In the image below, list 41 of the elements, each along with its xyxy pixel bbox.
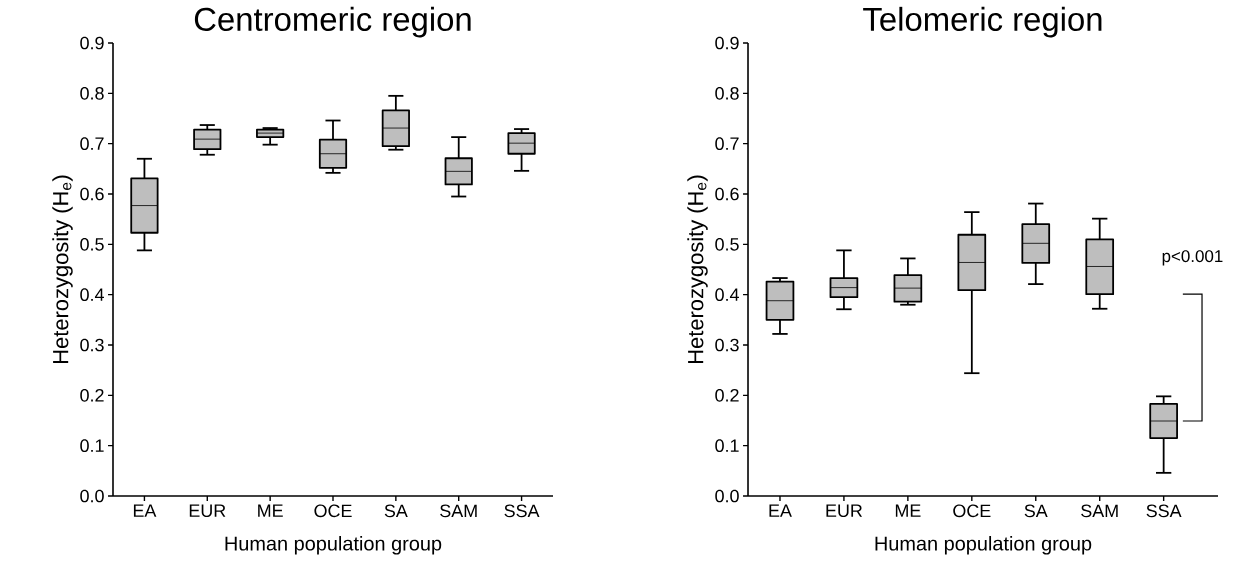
x-tick-label: SSA [504, 504, 540, 518]
y-axis-title: Heterozygosity (H$_{e}$) [52, 175, 73, 363]
x-tick-label: ME [258, 504, 283, 517]
y-tick-label: 0.0 [715, 489, 739, 503]
y-tick-label: 0.3 [715, 338, 739, 352]
x-tick-label: SSA [1146, 504, 1182, 518]
x-tick-label: EUR [826, 504, 863, 518]
x-tick-label: OCE [953, 504, 991, 518]
y-tick-label: 0.6 [80, 187, 104, 201]
x-tick-label: ME [895, 504, 921, 517]
x-tick-label: EUR [189, 504, 226, 518]
y-tick-label: 0.4 [715, 288, 739, 302]
x-tick-label: SAM [1081, 504, 1118, 518]
y-tick-label: 0.7 [80, 137, 104, 151]
y-tick-label: 0.8 [715, 86, 739, 100]
x-tick-label: SA [384, 504, 408, 518]
y-tick-label: 0.2 [715, 388, 739, 402]
annotation: p<0.001 [1162, 250, 1223, 266]
y-tick-label: 0.8 [80, 86, 104, 100]
y-tick-label: 0.5 [715, 237, 739, 251]
y-tick-label: 0.9 [715, 36, 739, 50]
y-axis-title: Heterozygosity (H$_{e}$) [687, 175, 708, 363]
x-tick-label: SA [1024, 504, 1048, 518]
y-tick-label: 0.4 [80, 288, 104, 302]
y-tick-label: 0.5 [80, 237, 104, 251]
y-tick-label: 0.1 [80, 439, 104, 453]
chart-title: Centromeric region [194, 6, 471, 38]
x-axis-title: Human population group [225, 535, 442, 555]
y-tick-label: 0.6 [715, 187, 739, 201]
y-tick-label: 0.1 [715, 439, 739, 453]
x-tick-label: OCE [314, 504, 352, 518]
y-tick-label: 0.7 [715, 137, 739, 151]
x-tick-label: EA [133, 504, 157, 517]
x-tick-label: SAM [440, 504, 477, 518]
y-tick-label: 0.9 [80, 36, 104, 50]
y-tick-label: 0.0 [80, 489, 104, 503]
x-axis-title: Human population group [875, 535, 1092, 555]
chart-title: Telomeric region [863, 6, 1102, 38]
x-tick-label: EA [769, 504, 792, 517]
y-tick-label: 0.2 [80, 388, 104, 402]
y-tick-label: 0.3 [80, 338, 104, 352]
